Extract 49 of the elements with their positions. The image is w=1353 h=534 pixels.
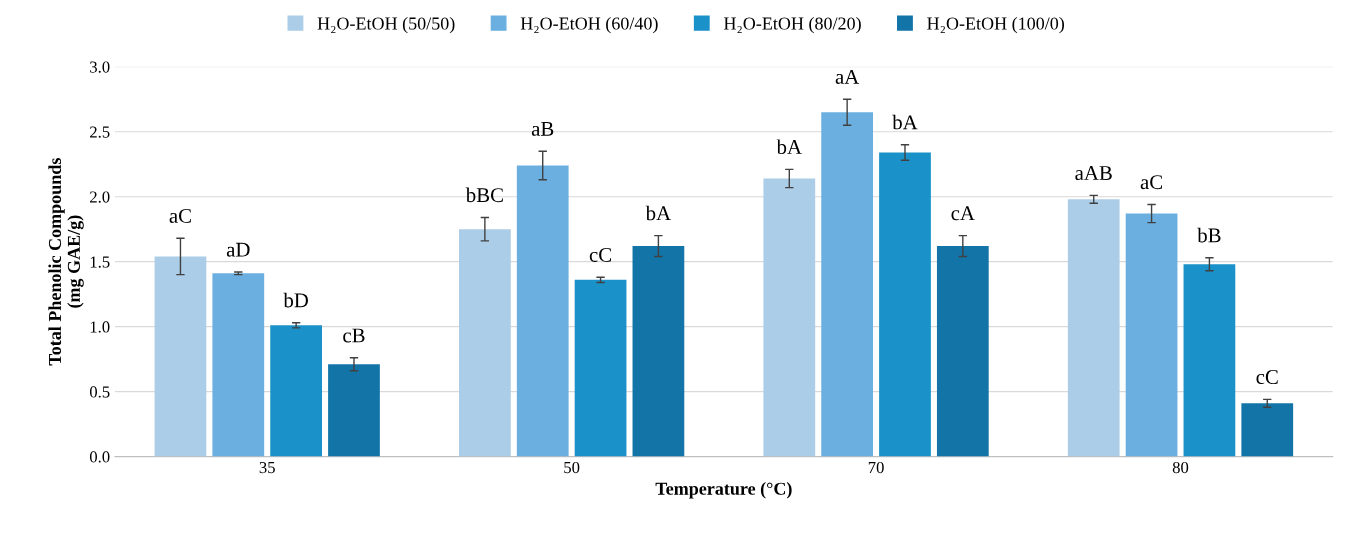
data-label: cB (343, 328, 365, 343)
y-tick-label: 1.0 (90, 321, 110, 333)
data-label: cC (1256, 370, 1278, 385)
x-axis-title: Temperature (°C) (655, 482, 792, 499)
data-label: bB (1197, 227, 1221, 243)
bar (1241, 403, 1294, 457)
y-tick-label: 0.5 (89, 386, 110, 398)
legend-label: H₂O-EtOH (80/20) (723, 16, 861, 34)
bar (154, 256, 207, 457)
data-label: bA (776, 139, 802, 155)
data-label: bD (283, 292, 309, 308)
data-label: cC (589, 247, 611, 262)
x-tick-label: 80 (1172, 461, 1189, 474)
x-tick-label: 35 (259, 461, 275, 474)
bar (270, 325, 323, 457)
bar (328, 364, 380, 457)
legend-label: H₂O-EtOH (60/40) (520, 16, 658, 34)
data-label: bBC (465, 187, 503, 203)
y-tick-label: 1.5 (90, 256, 110, 268)
data-label: aB (531, 122, 554, 136)
bar (516, 165, 569, 457)
data-label: cA (951, 206, 975, 221)
y-tick-label: 2.5 (90, 126, 110, 138)
data-label: aC (1140, 175, 1162, 190)
bar (879, 152, 931, 457)
data-label: aD (226, 242, 250, 257)
bar (821, 112, 874, 457)
bar (936, 246, 989, 457)
x-tick-label: 70 (868, 461, 884, 474)
bar (1183, 264, 1236, 457)
bar (763, 178, 816, 457)
data-label: bA (892, 114, 918, 130)
data-label: aAB (1075, 166, 1112, 181)
bar (632, 246, 685, 457)
data-label: aA (835, 69, 860, 84)
bar (574, 279, 627, 457)
data-label: bA (645, 205, 671, 221)
y-tick-label: 0.0 (89, 451, 110, 463)
legend-label: H₂O-EtOH (50/50) (317, 16, 455, 34)
y-tick-label: 3.0 (90, 61, 110, 73)
bar (212, 273, 265, 457)
bar (459, 229, 511, 457)
bar (1067, 199, 1120, 457)
data-label: aC (169, 208, 191, 223)
y-tick-label: 2.0 (90, 191, 110, 203)
y-axis-title: Total Phenolic Compounds (mg GAE/g) (48, 158, 84, 366)
x-tick-label: 50 (564, 461, 580, 474)
legend-label: H₂O-EtOH (100/0) (927, 16, 1064, 34)
bar (1125, 213, 1178, 457)
